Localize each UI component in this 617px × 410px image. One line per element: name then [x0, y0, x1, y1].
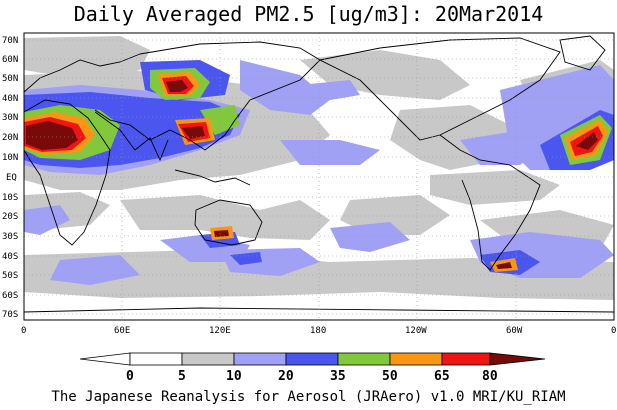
band-above-80: [26, 80, 598, 269]
map-title: Daily Averaged PM2.5 [ug/m3]: 20Mar2014: [73, 2, 544, 26]
colorbar-swatch: [389, 352, 443, 366]
colorbar-high-arrow: [489, 352, 546, 366]
lat-label: 60N: [2, 55, 18, 65]
lat-label: 20N: [2, 133, 18, 143]
lat-label: 30S: [2, 232, 18, 242]
colorbar-label: 50: [382, 369, 398, 384]
lat-label: 40N: [2, 94, 18, 104]
colorbar: 0 5 10 20 35 50 65 80: [79, 352, 546, 384]
lat-label: 30N: [2, 113, 18, 123]
colorbar-label: 0: [126, 369, 134, 384]
colorbar-label: 65: [434, 369, 450, 384]
lat-label: 50S: [2, 271, 18, 281]
lon-label: 180: [310, 326, 326, 336]
lon-labels: 0 60E 120E 180 120W 60W 0: [21, 326, 616, 336]
lat-label: 70N: [2, 36, 18, 46]
lat-label: 10N: [2, 153, 18, 163]
lat-label: EQ: [6, 173, 17, 183]
colorbar-swatch: [441, 352, 491, 366]
map-frame: [23, 32, 615, 321]
lon-label: 120W: [405, 326, 427, 336]
colorbar-label: 80: [482, 369, 498, 384]
lat-label: 10S: [2, 193, 18, 203]
lat-label: 70S: [2, 310, 18, 320]
lon-label: 0: [21, 326, 26, 336]
lat-label: 50N: [2, 74, 18, 84]
coastlines: [24, 35, 614, 313]
colorbar-label: 20: [278, 369, 294, 384]
lat-label: 60S: [2, 291, 18, 301]
lat-label: 20S: [2, 212, 18, 222]
colorbar-swatch: [285, 352, 339, 366]
lat-label: 40S: [2, 252, 18, 262]
colorbar-swatch: [337, 352, 391, 366]
colorbar-swatch: [181, 352, 235, 366]
colorbar-swatch: [129, 352, 183, 366]
lon-label: 0: [611, 326, 616, 336]
lon-label: 60W: [506, 326, 523, 336]
colorbar-label: 5: [178, 369, 186, 384]
colorbar-low-arrow: [79, 352, 131, 366]
footer-credit: The Japanese Reanalysis for Aerosol (JRA…: [51, 389, 566, 405]
colorbar-swatch: [233, 352, 287, 366]
colorbar-label: 10: [226, 369, 242, 384]
lon-label: 60E: [114, 326, 130, 336]
lat-labels: 70N 60N 50N 40N 30N 20N 10N EQ 10S 20S 3…: [2, 36, 18, 320]
colorbar-label: 35: [330, 369, 346, 384]
lon-label: 120E: [209, 326, 231, 336]
